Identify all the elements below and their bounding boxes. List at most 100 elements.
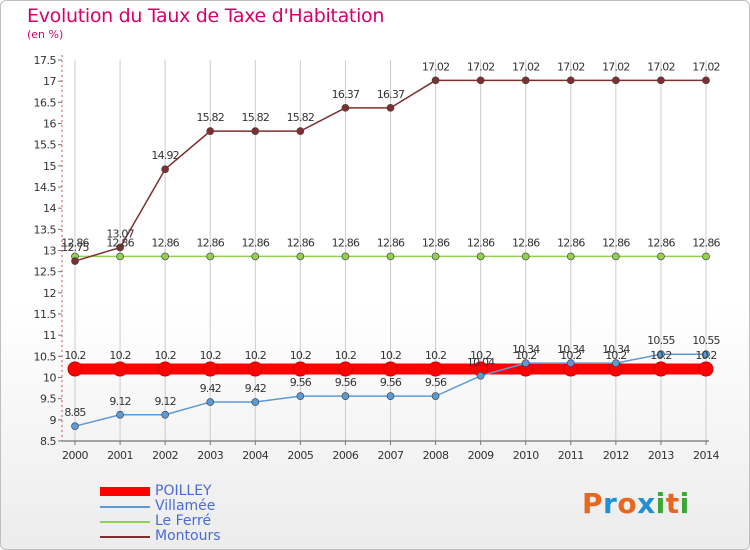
data-label: 12.86: [106, 236, 134, 249]
data-label: 17.02: [647, 60, 675, 73]
data-label: 13.07: [106, 228, 134, 241]
data-label: 10.2: [515, 349, 536, 362]
data-label: 12.86: [287, 236, 315, 249]
legend-swatch: [100, 506, 150, 508]
data-label: 12.86: [467, 236, 495, 249]
data-label: 12.86: [61, 236, 89, 249]
data-point: [116, 410, 124, 419]
data-label: 10.55: [692, 334, 720, 347]
data-point: [251, 398, 260, 406]
data-label: 10.2: [290, 349, 311, 362]
y-tick-label: 11.5: [34, 308, 57, 321]
data-point: [566, 252, 575, 261]
y-tick-label: 14: [43, 202, 56, 215]
x-tick-label: 2001: [107, 449, 133, 462]
data-label: 10.2: [200, 349, 221, 362]
data-point: [161, 165, 169, 174]
data-label: 10.2: [560, 349, 581, 362]
data-point: [566, 76, 575, 85]
y-tick-label: 16.5: [34, 96, 57, 109]
data-point: [476, 371, 485, 380]
data-point: [566, 359, 575, 367]
data-point: [296, 252, 305, 261]
data-point: [251, 127, 260, 135]
data-label: 12.86: [692, 236, 720, 249]
data-label: 9.42: [200, 382, 221, 395]
data-point: [341, 103, 350, 112]
data-label: 15.82: [242, 111, 270, 124]
data-label: 10.04: [467, 356, 495, 369]
proxiti-logo: Proxiti: [582, 487, 690, 520]
y-tick-label: 12: [43, 287, 56, 300]
data-point: [431, 252, 440, 261]
data-point: [341, 392, 350, 400]
data-label: 17.02: [692, 60, 720, 73]
chart-title: Evolution du Taux de Taxe d'Habitation: [27, 5, 385, 27]
y-tick-label: 8.5: [40, 435, 56, 448]
data-label: 10.55: [647, 334, 675, 347]
data-point: [161, 252, 169, 261]
data-point: [116, 243, 124, 252]
data-label: 12.86: [196, 236, 224, 249]
data-point: [653, 361, 669, 377]
data-label: 17.02: [602, 60, 630, 73]
y-tick-label: 17: [43, 75, 56, 88]
data-label: 17.02: [467, 60, 495, 73]
data-label: 12.86: [602, 236, 630, 249]
data-point: [431, 76, 440, 85]
data-point: [386, 252, 395, 261]
data-point: [116, 252, 124, 261]
data-label: 9.42: [245, 382, 266, 395]
data-point: [657, 252, 665, 261]
data-point: [161, 410, 169, 419]
data-label: 9.12: [154, 395, 175, 408]
data-label: 10.2: [425, 349, 446, 362]
data-label: 12.86: [422, 236, 450, 249]
data-point: [206, 398, 215, 406]
y-tick-label: 11: [43, 329, 56, 342]
legend-label: Montours: [155, 528, 221, 544]
logo-letter: o: [617, 487, 638, 520]
data-point: [67, 361, 83, 377]
data-point: [702, 252, 710, 261]
data-label: 15.82: [196, 111, 224, 124]
legend-label: POILLEY: [155, 483, 212, 499]
data-label: 17.02: [512, 60, 540, 73]
logo-letter: x: [637, 487, 656, 520]
data-point: [202, 361, 218, 377]
x-tick-label: 2002: [152, 449, 178, 462]
data-label: 10.2: [695, 349, 716, 362]
data-label: 10.2: [109, 349, 130, 362]
data-label: 10.2: [470, 349, 491, 362]
data-label: 12.86: [557, 236, 585, 249]
data-point: [341, 252, 350, 261]
data-label: 12.75: [61, 241, 89, 254]
data-label: 12.86: [151, 236, 179, 249]
data-label: 10.2: [154, 349, 175, 362]
data-point: [386, 103, 395, 112]
data-point: [698, 361, 714, 377]
legend-label: Villamée: [155, 498, 216, 514]
x-tick-label: 2011: [558, 449, 584, 462]
data-point: [612, 252, 620, 261]
logo-letter: P: [582, 487, 604, 520]
x-tick-label: 2013: [648, 449, 674, 462]
legend-swatch: [100, 521, 150, 523]
data-label: 10.2: [245, 349, 266, 362]
y-tick-label: 17.5: [34, 54, 57, 67]
y-tick-label: 12.5: [34, 266, 57, 279]
data-point: [702, 76, 710, 85]
data-label: 10.2: [605, 349, 626, 362]
x-tick-label: 2007: [378, 449, 404, 462]
data-point: [247, 361, 263, 377]
logo-letter: i: [655, 487, 666, 520]
data-label: 9.12: [109, 395, 130, 408]
data-label: 12.86: [332, 236, 360, 249]
y-tick-label: 10: [43, 372, 56, 385]
data-label: 9.56: [380, 376, 402, 389]
legend-swatch: [100, 487, 150, 496]
data-point: [521, 252, 530, 261]
y-tick-label: 14.5: [34, 181, 57, 194]
